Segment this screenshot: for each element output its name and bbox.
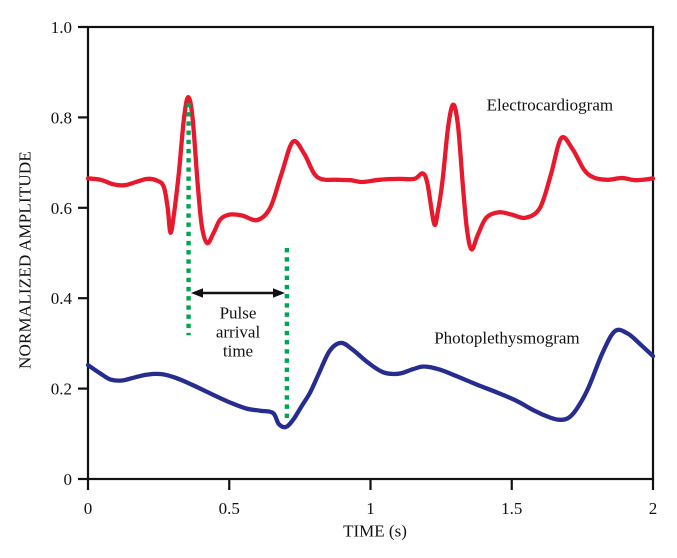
y-tick-label: 0.6 — [51, 199, 72, 218]
pulse-arrival-time-label-line2: arrival — [215, 322, 261, 342]
y-tick-label: 0 — [64, 470, 73, 489]
y-tick-label: 0.8 — [51, 108, 72, 127]
y-tick-label: 1.0 — [51, 18, 72, 37]
x-tick-label: 1.5 — [501, 499, 522, 518]
x-tick-label: 1 — [366, 499, 375, 518]
y-axis-title: NORMALIZED AMPLITUDE — [15, 151, 35, 369]
pulse-arrival-time-label-line1: Pulse — [219, 303, 257, 323]
arrow-left-head-icon — [190, 288, 203, 298]
pulse-arrival-time-label-line3: time — [222, 341, 254, 361]
ppg-series-label: Photoplethysmogram — [434, 328, 580, 348]
ecg-series-label: Electrocardiogram — [486, 95, 614, 115]
x-tick-label: 0.5 — [219, 499, 240, 518]
y-tick-label: 0.4 — [51, 289, 73, 308]
x-tick-label: 2 — [649, 499, 658, 518]
x-tick-label: 0 — [84, 499, 93, 518]
ppg-trace — [85, 327, 656, 430]
arrow-right-head-icon — [272, 288, 285, 298]
x-axis-title: TIME (s) — [343, 521, 407, 541]
y-tick-label: 0.2 — [51, 380, 72, 399]
pulse-arrival-time-label: Pulse arrival time — [216, 304, 260, 361]
ecg-trace — [85, 94, 656, 252]
